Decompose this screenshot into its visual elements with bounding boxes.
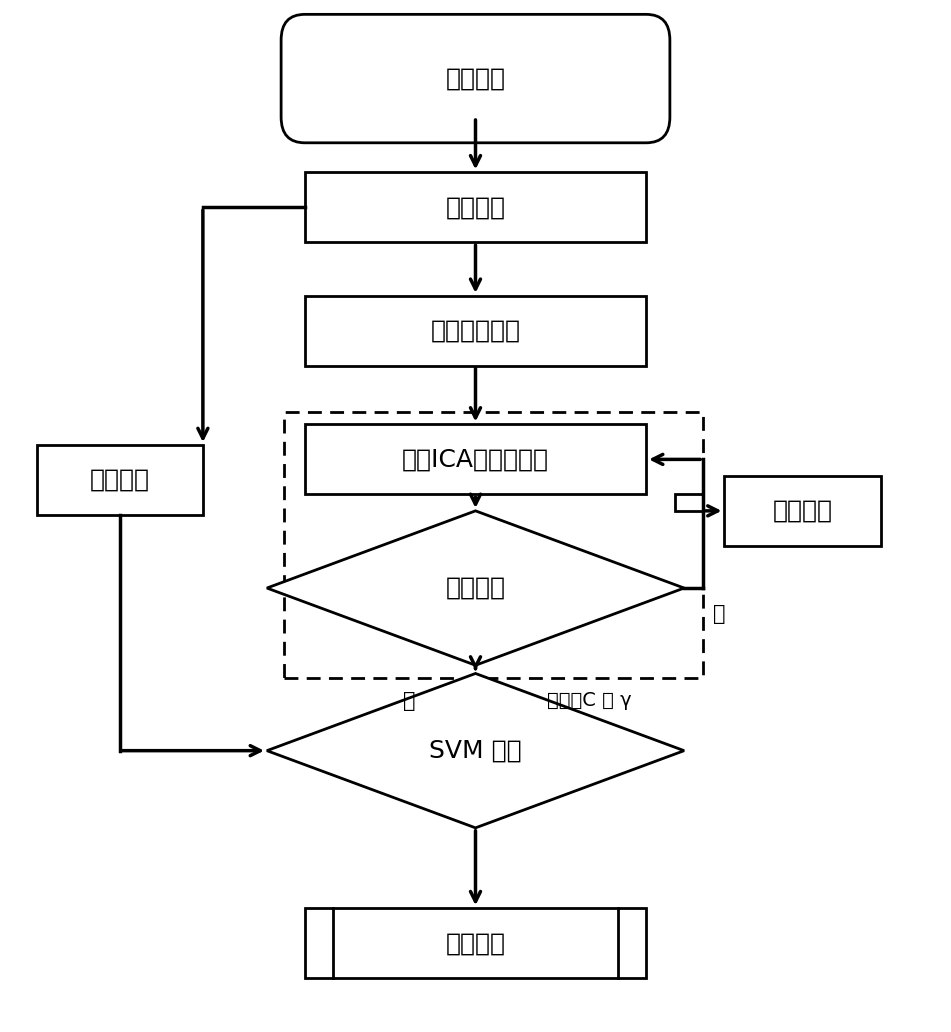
Bar [305,424,646,494]
Text: 交叉检验: 交叉检验 [772,498,833,523]
Bar [305,296,646,365]
Text: 参数检验: 参数检验 [445,576,506,600]
Text: 确定的C 和 γ: 确定的C 和 γ [547,691,631,710]
Bar [305,908,646,978]
FancyBboxPatch shape [281,14,670,142]
Polygon shape [267,511,684,666]
Text: 是: 是 [403,691,416,711]
Text: 目标函数构建: 目标函数构建 [431,319,520,343]
Text: 集合选取: 集合选取 [445,195,506,219]
Bar [37,445,203,515]
Text: 结果分析: 结果分析 [445,931,506,956]
Bar [305,172,646,243]
Text: 基于ICA的参数优化: 基于ICA的参数优化 [402,448,549,472]
Bar [284,412,703,678]
Bar [674,494,703,511]
Text: SVM 训练: SVM 训练 [429,739,522,763]
Polygon shape [267,674,684,828]
Bar [725,476,881,546]
Text: 否: 否 [712,604,725,623]
Text: 集合训练: 集合训练 [90,467,150,492]
Text: 数据收集: 数据收集 [445,67,506,91]
